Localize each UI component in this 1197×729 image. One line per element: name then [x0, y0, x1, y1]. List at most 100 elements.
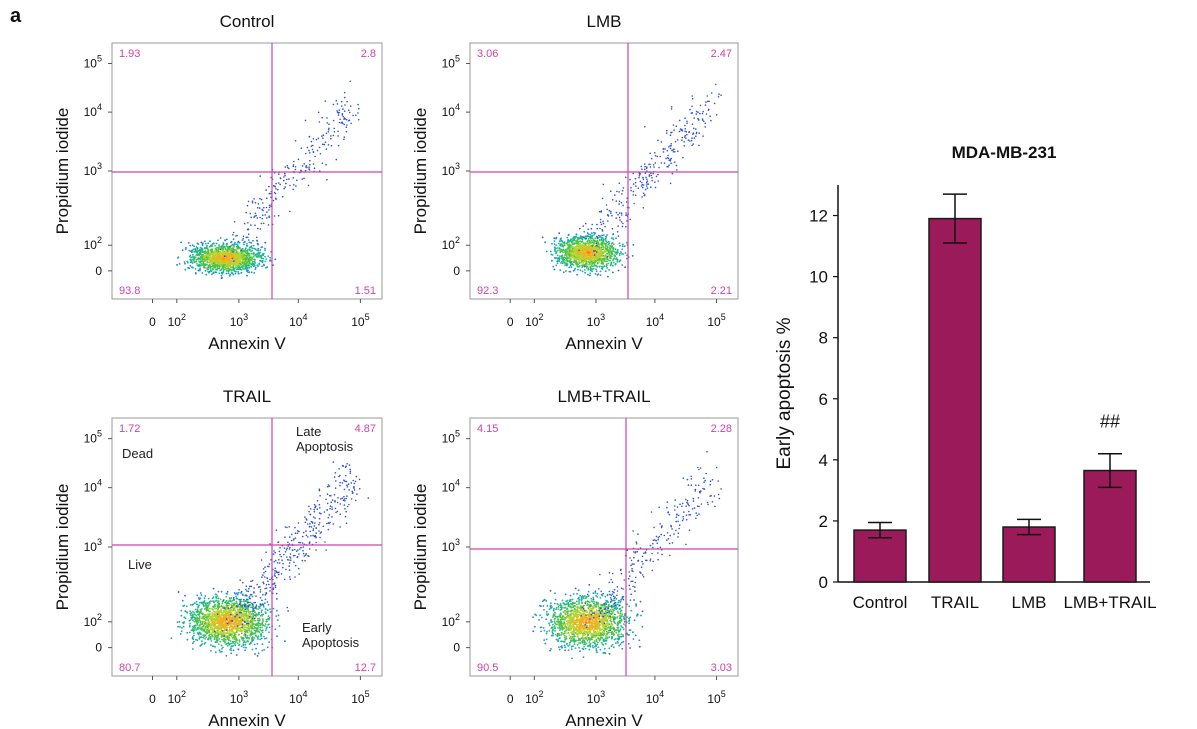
flow-event-point [349, 105, 352, 107]
flow-event-point [681, 136, 684, 139]
flow-event-point [233, 269, 236, 272]
flow-event-point [210, 262, 213, 265]
flow-event-point [219, 262, 222, 265]
flow-event-point [595, 270, 598, 273]
flow-event-point [695, 113, 698, 115]
flow-event-point [587, 228, 590, 231]
flow-event-point [206, 623, 209, 626]
flow-event-point [670, 106, 673, 108]
flow-event-point [215, 259, 218, 261]
flow-event-point [695, 110, 698, 113]
flow-event-point [215, 252, 218, 254]
flow-event-point [198, 614, 200, 616]
y-tick-exponent: 2 [97, 235, 102, 245]
flow-event-point [197, 257, 200, 260]
flow-event-point [250, 271, 253, 274]
flow-event-point [348, 109, 350, 111]
flow-event-point [205, 253, 208, 256]
flow-event-point [237, 247, 240, 250]
flow-event-point [607, 215, 610, 217]
flow-event-point [215, 242, 218, 245]
flow-event-point [586, 232, 589, 234]
flow-event-point [242, 250, 245, 252]
flow-event-point [211, 645, 214, 648]
flow-event-point [292, 188, 295, 191]
flow-event-point [617, 235, 620, 237]
flow-event-point [597, 248, 600, 251]
flow-event-point [196, 594, 199, 597]
flow-event-point [645, 176, 647, 179]
flow-event-point [344, 118, 347, 120]
flow-event-point [201, 248, 204, 250]
flow-event-point [251, 259, 254, 261]
flow-event-point [576, 240, 579, 243]
flow-event-point [261, 208, 264, 211]
flow-event-point [259, 624, 261, 627]
flow-event-point [227, 272, 230, 275]
flow-event-point [621, 193, 623, 195]
flow-event-point [245, 236, 248, 239]
flow-event-point [214, 593, 217, 596]
flow-event-point [238, 265, 241, 268]
flow-event-point [606, 234, 608, 236]
flow-event-point [188, 249, 191, 252]
flow-event-point [678, 130, 681, 133]
flow-event-point [194, 608, 197, 611]
flow-event-point [232, 244, 235, 247]
flow-event-point [705, 101, 707, 103]
flow-event-point [220, 265, 222, 267]
flow-event-point [611, 242, 614, 245]
flow-event-point [580, 261, 583, 264]
y-tick-base: 10 [442, 238, 456, 252]
flow-event-point [263, 263, 265, 266]
flow-event-point [609, 247, 612, 250]
flow-event-point [227, 263, 230, 266]
flow-event-point [230, 269, 233, 272]
flow-event-point [200, 262, 203, 265]
flow-event-point [651, 177, 653, 179]
flow-event-point [233, 245, 235, 248]
flow-event-point [180, 614, 183, 617]
flow-event-point [254, 224, 256, 227]
flow-event-point [343, 118, 345, 121]
flow-event-point [586, 254, 589, 257]
flow-event-point [558, 249, 560, 252]
flow-event-point [620, 251, 622, 254]
flow-event-point [202, 636, 205, 639]
flow-event-point [348, 111, 351, 114]
flow-event-point [200, 256, 203, 259]
flow-event-point [355, 114, 357, 117]
flow-event-point [278, 625, 281, 627]
x-tick-exponent: 4 [302, 312, 307, 322]
flow-event-point [246, 269, 248, 271]
y-tick-exponent: 4 [455, 102, 460, 112]
flow-event-point [568, 266, 571, 269]
flow-event-point [609, 250, 612, 253]
flow-event-point [232, 251, 234, 253]
flow-event-point [256, 619, 259, 622]
flow-event-point [698, 144, 700, 147]
flow-event-point [253, 637, 256, 639]
flow-event-point [343, 138, 345, 141]
flow-event-point [566, 250, 568, 253]
flow-event-point [597, 234, 600, 237]
flow-event-point [239, 259, 241, 262]
flow-event-point [184, 262, 186, 265]
flow-event-point [189, 258, 192, 261]
flow-event-point [683, 136, 686, 138]
flow-event-point [340, 105, 343, 107]
flow-event-point [213, 638, 216, 640]
flow-event-point [194, 268, 197, 270]
flow-event-point [645, 167, 648, 170]
flow-event-point [209, 240, 211, 243]
flow-event-point [578, 240, 581, 243]
flow-event-point [238, 241, 241, 244]
flow-event-point [573, 247, 576, 250]
flow-event-point [705, 113, 708, 115]
flow-event-point [615, 237, 617, 240]
flow-event-point [685, 137, 687, 140]
flow-event-point [692, 143, 694, 145]
flow-event-point [204, 603, 207, 605]
flow-event-point [326, 122, 329, 124]
flow-event-point [566, 236, 569, 239]
